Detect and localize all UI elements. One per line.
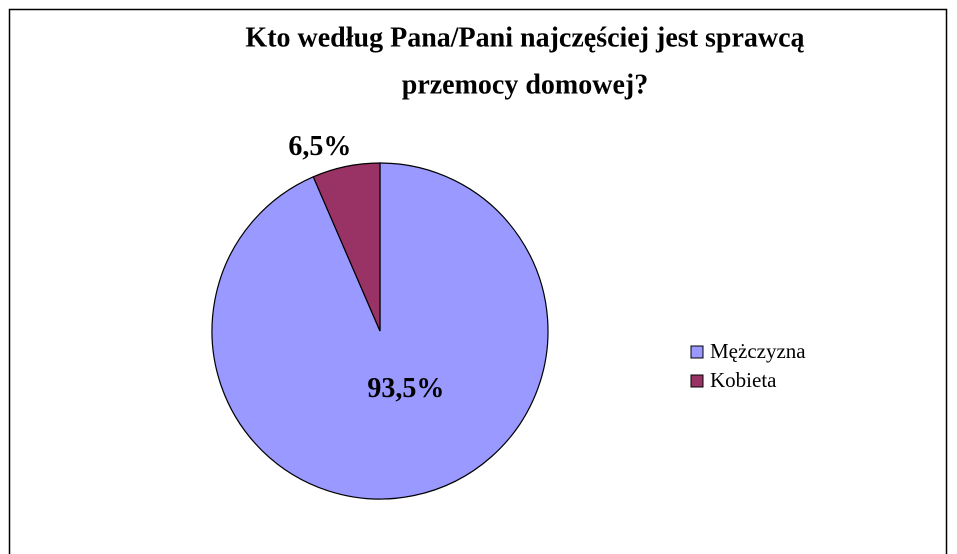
chart-title: Kto według Pana/Pani najczęściej jest sp…: [245, 22, 804, 53]
chart-title: przemocy domowej?: [402, 69, 648, 100]
pie-slice: [312, 162, 381, 332]
legend-swatch: [690, 374, 704, 388]
legend-label: Mężczyzna: [710, 339, 806, 363]
legend-label: Kobieta: [710, 368, 777, 392]
data-label: 93,5%: [367, 373, 444, 404]
legend-swatch: [690, 345, 704, 359]
data-label: 6,5%: [288, 131, 351, 162]
